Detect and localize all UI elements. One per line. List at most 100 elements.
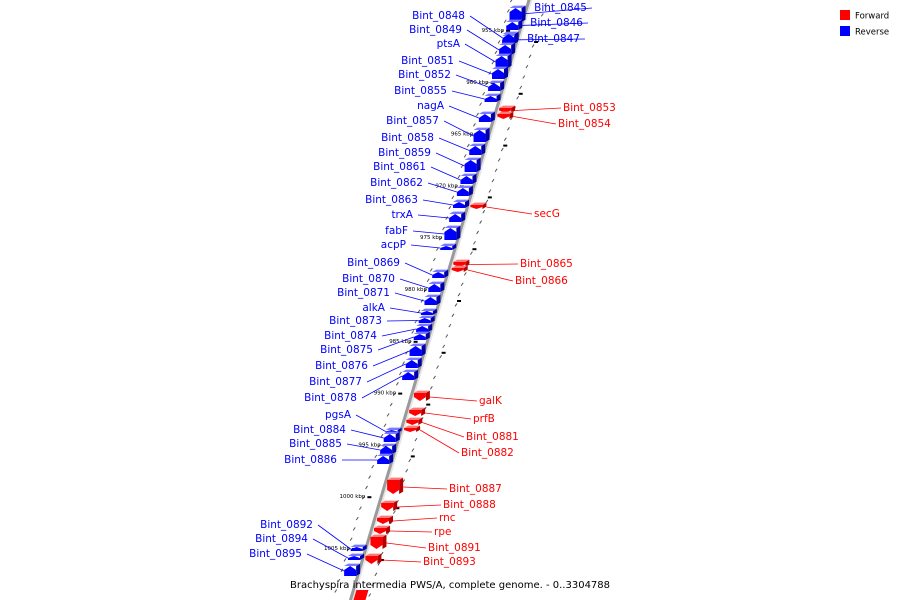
gene-feature-Bint_0849[interactable]	[499, 42, 516, 55]
gene-label-Bint_0866[interactable]: Bint_0866	[515, 275, 568, 287]
gene-label-rnc[interactable]: rnc	[439, 512, 456, 524]
gene-label-Bint_0894[interactable]: Bint_0894	[255, 533, 308, 545]
gene-feature-Bint_0871[interactable]	[424, 294, 441, 305]
gene-feature-trxA[interactable]	[449, 211, 466, 222]
gene-feature-Bint_0846[interactable]	[506, 19, 523, 30]
gene-feature-Bint_0884[interactable]	[383, 431, 400, 442]
gene-feature-Bint_0878[interactable]	[402, 369, 419, 380]
gene-feature-Bint_0887[interactable]	[387, 477, 404, 494]
gene-feature-Bint_0854[interactable]	[497, 111, 514, 119]
gene-label-Bint_0873[interactable]: Bint_0873	[329, 315, 382, 327]
gene-label-acpP[interactable]: acpP	[381, 239, 406, 251]
leader-line-Bint_0858	[438, 137, 470, 151]
gene-feature-Bint_0863[interactable]	[453, 199, 470, 208]
gene-feature-prfB[interactable]	[409, 407, 426, 416]
gene-feature-Bint_0875[interactable]	[413, 331, 430, 340]
gene-label-Bint_0869[interactable]: Bint_0869	[347, 257, 400, 269]
gene-label-Bint_0893[interactable]: Bint_0893	[423, 556, 476, 568]
gene-feature-Bint_0861[interactable]	[460, 173, 477, 184]
gene-label-Bint_0877[interactable]: Bint_0877	[309, 376, 362, 388]
gene-label-nagA[interactable]: nagA	[417, 100, 445, 112]
gene-feature-Bint_0886[interactable]	[377, 453, 394, 464]
gene-label-Bint_0848[interactable]: Bint_0848	[412, 10, 465, 22]
gene-feature-Bint_0873[interactable]	[418, 315, 435, 323]
gene-feature-Bint_0894[interactable]	[347, 553, 364, 560]
gene-label-Bint_0859[interactable]: Bint_0859	[378, 147, 431, 159]
gene-label-Bint_0892[interactable]: Bint_0892	[260, 519, 313, 531]
gene-feature-Bint_0851[interactable]	[491, 66, 508, 79]
gene-label-Bint_0861[interactable]: Bint_0861	[373, 161, 426, 173]
gene-feature-Bint_0892[interactable]	[350, 544, 367, 551]
gene-feature-acpP[interactable]	[440, 243, 457, 250]
gene-feature-Bint_0895[interactable]	[344, 563, 361, 576]
gene-label-prfB[interactable]: prfB	[473, 413, 495, 425]
gene-label-Bint_0891[interactable]: Bint_0891	[428, 542, 481, 554]
gene-feature-secG[interactable]	[470, 202, 487, 209]
gene-label-Bint_0871[interactable]: Bint_0871	[337, 287, 390, 299]
gene-feature-Bint_0876[interactable]	[409, 343, 426, 356]
gene-feature-Bint_0893[interactable]	[365, 553, 382, 564]
gene-label-Bint_0885[interactable]: Bint_0885	[289, 438, 342, 450]
gene-feature-Bint_0853[interactable]	[499, 105, 516, 113]
gene-label-Bint_0882[interactable]: Bint_0882	[461, 447, 514, 459]
gene-label-Bint_0845[interactable]: Bint_0845	[534, 2, 587, 14]
gene-feature-Bint_0855[interactable]	[484, 93, 501, 102]
gene-label-secG[interactable]: secG	[534, 208, 560, 220]
gene-label-Bint_0887[interactable]: Bint_0887	[449, 483, 502, 495]
gene-label-Bint_0857[interactable]: Bint_0857	[386, 115, 439, 127]
gene-label-Bint_0858[interactable]: Bint_0858	[381, 132, 434, 144]
gene-feature-Bint_0858[interactable]	[469, 143, 486, 155]
gene-label-Bint_0865[interactable]: Bint_0865	[520, 258, 573, 270]
tick-mark	[451, 195, 455, 200]
gene-label-Bint_0876[interactable]: Bint_0876	[315, 360, 368, 372]
gene-label-Bint_0875[interactable]: Bint_0875	[320, 344, 373, 356]
gene-feature-nagA[interactable]	[478, 111, 495, 122]
gene-label-Bint_0852[interactable]: Bint_0852	[398, 69, 451, 81]
gene-label-Bint_0888[interactable]: Bint_0888	[443, 499, 496, 511]
gene-feature-Bint_0859[interactable]	[464, 157, 481, 172]
gene-label-Bint_0886[interactable]: Bint_0886	[284, 454, 337, 466]
gene-feature-Bint_0874[interactable]	[416, 323, 433, 332]
gene-label-Bint_0895[interactable]: Bint_0895	[249, 548, 302, 560]
gene-label-Bint_0855[interactable]: Bint_0855	[394, 85, 447, 97]
gene-feature-fabF[interactable]	[444, 225, 461, 240]
gene-label-pgsA[interactable]: pgsA	[325, 409, 352, 421]
gene-label-trxA[interactable]: trxA	[391, 209, 413, 221]
gene-label-Bint_0881[interactable]: Bint_0881	[466, 431, 519, 443]
gene-feature-Bint_0866[interactable]	[451, 265, 468, 272]
gene-feature-Bint_0852[interactable]	[488, 80, 505, 91]
gene-feature-Bint_0882[interactable]	[404, 425, 421, 432]
gene-label-Bint_0851[interactable]: Bint_0851	[401, 55, 454, 67]
gene-label-Bint_0846[interactable]: Bint_0846	[530, 17, 583, 29]
gene-label-fabF[interactable]: fabF	[385, 225, 408, 237]
gene-feature-Bint_0869[interactable]	[432, 269, 449, 278]
gene-label-rpe[interactable]: rpe	[434, 526, 451, 538]
gene-label-Bint_0874[interactable]: Bint_0874	[324, 330, 377, 342]
gene-feature-Bint_0870[interactable]	[428, 281, 445, 292]
gene-feature-Bint_0885[interactable]	[380, 443, 397, 454]
gene-label-Bint_0854[interactable]: Bint_0854	[558, 118, 611, 130]
gene-feature-ptsA[interactable]	[495, 53, 512, 68]
gene-feature-rpe[interactable]	[374, 525, 391, 534]
gene-label-Bint_0884[interactable]: Bint_0884	[293, 424, 346, 436]
gene-feature-Bint_0888[interactable]	[381, 500, 398, 511]
gene-feature-Bint_0862[interactable]	[456, 185, 473, 196]
gene-feature-Bint_0891[interactable]	[370, 534, 387, 549]
gene-label-Bint_0870[interactable]: Bint_0870	[342, 273, 395, 285]
gene-feature-alkA[interactable]	[420, 308, 437, 315]
gene-label-ptsA[interactable]: ptsA	[437, 38, 461, 50]
gene-label-Bint_0849[interactable]: Bint_0849	[409, 24, 462, 36]
gene-feature-Bint_0848[interactable]	[502, 31, 519, 42]
gene-feature-galK[interactable]	[413, 390, 430, 401]
gene-label-Bint_0847[interactable]: Bint_0847	[527, 33, 580, 45]
gene-feature-rnc[interactable]	[377, 515, 394, 524]
gene-label-Bint_0878[interactable]: Bint_0878	[304, 392, 357, 404]
gene-label-galK[interactable]: galK	[479, 395, 503, 407]
gene-label-Bint_0863[interactable]: Bint_0863	[365, 194, 418, 206]
gene-feature-Bint_0881[interactable]	[406, 417, 423, 425]
gene-label-Bint_0853[interactable]: Bint_0853	[563, 102, 616, 114]
gene-label-alkA[interactable]: alkA	[362, 302, 385, 314]
gene-feature-Bint_0877[interactable]	[405, 357, 422, 368]
gene-feature-Bint_0857[interactable]	[473, 127, 490, 142]
gene-label-Bint_0862[interactable]: Bint_0862	[370, 177, 423, 189]
